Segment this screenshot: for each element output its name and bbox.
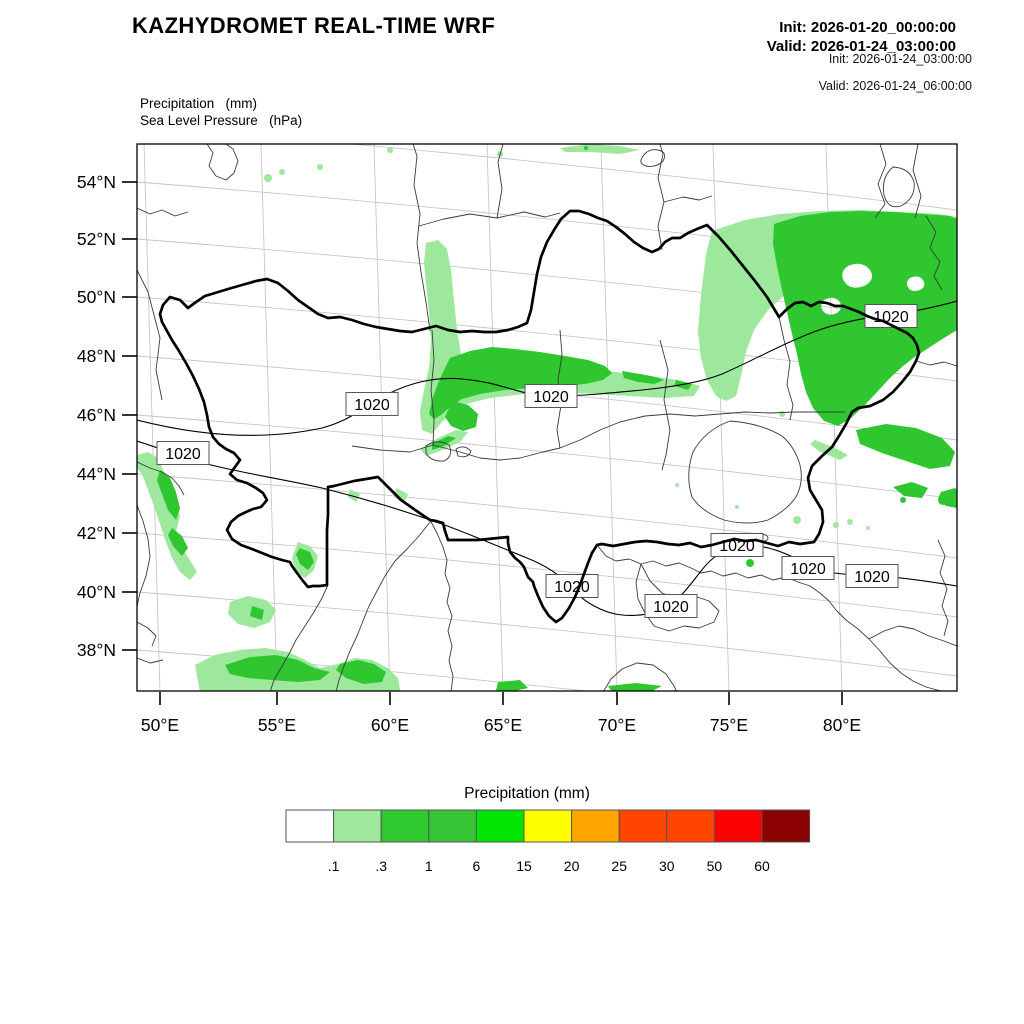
valid-timestamp-sub: Valid: 2026-01-24_06:00:00 xyxy=(818,79,972,93)
legend-threshold: 15 xyxy=(516,858,532,874)
lon-tick-label: 65°E xyxy=(484,715,522,735)
map-frame xyxy=(136,143,958,692)
precip-medium-layer xyxy=(157,146,957,691)
lon-tick-label: 75°E xyxy=(710,715,748,735)
lat-tick-label: 38°N xyxy=(77,640,116,660)
lat-tick-label: 48°N xyxy=(77,346,116,366)
pressure-label: 1020 xyxy=(165,446,201,463)
pressure-label: 1020 xyxy=(533,389,569,406)
legend-swatch xyxy=(285,809,335,843)
lat-tick-label: 52°N xyxy=(77,229,116,249)
legend-swatch xyxy=(523,809,573,843)
legend-threshold: 6 xyxy=(473,858,481,874)
page-title: KAZHYDROMET REAL-TIME WRF xyxy=(132,13,496,38)
pressure-label: 1020 xyxy=(790,561,826,578)
legend-swatch xyxy=(333,809,382,843)
lon-tick-label: 50°E xyxy=(141,715,179,735)
legend-color-bar xyxy=(285,809,811,843)
kazakhstan-border xyxy=(158,209,921,624)
lon-tick-label: 80°E xyxy=(823,715,861,735)
lon-tick-label: 55°E xyxy=(258,715,296,735)
legend-swatch xyxy=(761,809,811,843)
lat-tick-label: 54°N xyxy=(77,172,116,192)
lon-tick-label: 60°E xyxy=(371,715,409,735)
legend-threshold: 30 xyxy=(659,858,675,874)
legend-threshold: .3 xyxy=(375,858,387,874)
lon-tick-label: 70°E xyxy=(598,715,636,735)
pressure-label: 1020 xyxy=(554,579,590,596)
field-label-precipitation: Precipitation (mm) xyxy=(140,96,258,111)
lat-tick-label: 42°N xyxy=(77,523,116,543)
legend-swatch xyxy=(713,809,763,843)
precip-legend: Precipitation (mm) .1 .3 1 6 15 xyxy=(285,785,811,874)
lat-tick-label: 40°N xyxy=(77,582,116,602)
legend-swatch xyxy=(666,809,715,843)
init-timestamp-main: Init: 2026-01-20_00:00:00 xyxy=(779,19,956,36)
valid-timestamp-main: Valid: 2026-01-24_03:00:00 xyxy=(766,38,956,55)
legend-swatch xyxy=(428,809,477,843)
legend-swatch xyxy=(618,809,668,843)
pressure-label: 1020 xyxy=(653,599,689,616)
pressure-label: 1020 xyxy=(854,569,890,586)
legend-swatch xyxy=(380,809,430,843)
legend-threshold: 50 xyxy=(707,858,723,874)
legend-threshold: .1 xyxy=(328,858,340,874)
lon-axis: 50°E 55°E 60°E 65°E 70°E 75°E 80°E xyxy=(141,715,861,735)
region-borders xyxy=(137,144,957,691)
axis-ticks xyxy=(122,181,843,705)
lat-tick-label: 50°N xyxy=(77,287,116,307)
pressure-label: 1020 xyxy=(873,309,909,326)
legend-threshold: 25 xyxy=(611,858,627,874)
lat-tick-label: 44°N xyxy=(77,464,116,484)
pressure-labels: 1020 1020 1020 1020 1020 1020 1020 1020 … xyxy=(165,309,909,616)
pressure-label: 1020 xyxy=(354,397,390,414)
lat-axis: 54°N 52°N 50°N 48°N 46°N 44°N 42°N 40°N … xyxy=(77,172,116,660)
legend-threshold: 20 xyxy=(564,858,580,874)
legend-title: Precipitation (mm) xyxy=(464,785,590,802)
field-label-pressure: Sea Level Pressure (hPa) xyxy=(140,113,303,128)
init-timestamp-sub: Init: 2026-01-24_03:00:00 xyxy=(828,52,972,66)
legend-threshold-labels: .1 .3 1 6 15 20 25 30 50 60 xyxy=(328,858,770,874)
lat-tick-label: 46°N xyxy=(77,405,116,425)
legend-swatch xyxy=(571,809,620,843)
pressure-label-boxes xyxy=(156,304,918,618)
legend-threshold: 60 xyxy=(754,858,770,874)
legend-threshold: 1 xyxy=(425,858,433,874)
pressure-label: 1020 xyxy=(719,538,755,555)
legend-swatch xyxy=(475,809,525,843)
